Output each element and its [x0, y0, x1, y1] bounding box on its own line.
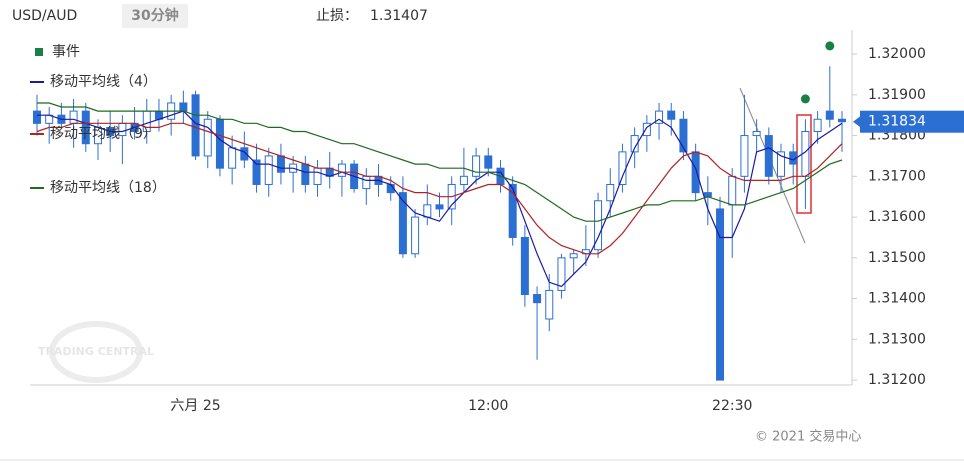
candle-body	[655, 110, 664, 124]
candle-body	[728, 175, 737, 206]
candle-body	[838, 118, 846, 123]
candle-body	[545, 289, 554, 320]
candle-body	[240, 147, 249, 161]
candle-body	[679, 118, 688, 153]
watermark: TRADING CENTRAL	[38, 321, 154, 383]
price-tag-label: 1.31834	[868, 114, 926, 130]
moving-average-line	[37, 110, 843, 288]
candle-body	[435, 204, 444, 210]
candle-body	[533, 294, 542, 304]
x-tick-label: 22:30	[712, 398, 752, 414]
watermark-text: TRADING CENTRAL	[38, 345, 154, 358]
chart-title: USD/AUD	[12, 8, 77, 24]
candle-body	[472, 155, 481, 177]
interval: 30分钟	[131, 7, 178, 24]
candle-body	[411, 216, 420, 255]
plot-area	[33, 41, 846, 381]
candle-body	[508, 183, 517, 238]
y-tick-label: 1.31400	[868, 291, 926, 307]
legend-swatch	[35, 48, 43, 56]
stop-loss-label: 止损：	[316, 8, 358, 24]
candle-body	[630, 135, 639, 153]
price-tag-pointer	[853, 115, 861, 128]
candle-body	[716, 208, 725, 381]
x-tick-label: 六月 25	[170, 398, 220, 414]
candle-body	[264, 155, 273, 185]
y-tick-label: 1.32000	[868, 46, 926, 62]
candle-body	[191, 94, 200, 157]
candle-body	[362, 175, 371, 190]
legend-label: 移动平均线（9）	[50, 126, 157, 142]
legend-label: 移动平均线（4）	[50, 74, 157, 90]
candle-body	[276, 155, 285, 173]
candle-body	[520, 236, 529, 296]
candle-body	[81, 110, 90, 145]
candle-body	[228, 147, 237, 169]
event-marker	[825, 41, 835, 51]
candle-body	[825, 110, 834, 120]
candle-body	[69, 110, 78, 124]
candle-body	[618, 151, 627, 185]
candle-body	[777, 151, 786, 177]
candle-body	[813, 118, 822, 132]
legend-label: 移动平均线（18）	[50, 180, 166, 196]
interval-badge	[122, 4, 188, 28]
candle-body	[752, 130, 761, 137]
candle-body	[691, 151, 700, 194]
candle-body	[484, 155, 493, 169]
candle-body	[398, 192, 407, 255]
moving-average-line	[36, 122, 843, 255]
candle-body	[33, 110, 41, 124]
candle-body	[740, 135, 749, 177]
candle-body	[569, 253, 578, 259]
candle-body	[667, 110, 676, 120]
candle-body	[764, 135, 773, 177]
candle-body	[203, 118, 212, 157]
candle-body	[252, 159, 261, 185]
candle-body	[179, 102, 188, 112]
legend-label: 事件	[52, 44, 80, 60]
candle-body	[557, 257, 566, 291]
candle-body	[606, 183, 615, 202]
y-tick-label: 1.31500	[868, 250, 926, 266]
x-tick-label: 12:00	[468, 398, 508, 414]
candle-body	[423, 204, 432, 218]
candle-body	[337, 163, 346, 177]
moving-average-line	[37, 102, 843, 222]
y-tick-label: 1.31600	[868, 209, 926, 225]
candle-body	[301, 163, 310, 185]
candle-body	[313, 167, 322, 185]
event-marker	[800, 94, 810, 104]
stop-loss-value: 1.31407	[370, 8, 428, 24]
y-tick-label: 1.31300	[868, 331, 926, 347]
price-tag	[860, 110, 964, 133]
y-tick-label: 1.31200	[868, 372, 926, 388]
candle-body	[642, 122, 651, 137]
copyright: © 2021 交易中心	[755, 429, 861, 445]
candle-body	[594, 200, 603, 251]
candle-body	[215, 118, 224, 169]
y-tick-label: 1.31700	[868, 168, 926, 184]
y-tick-label: 1.31900	[868, 87, 926, 103]
candle-body	[459, 175, 468, 185]
